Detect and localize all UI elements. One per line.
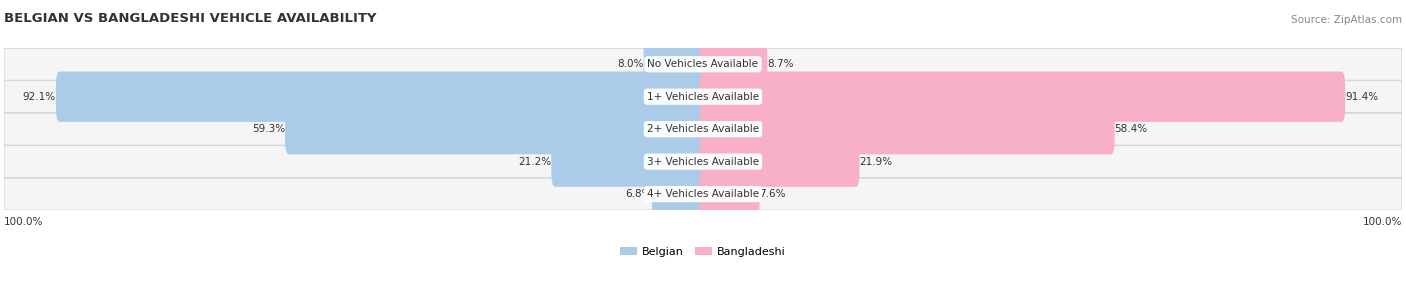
Text: 8.7%: 8.7% [768,59,794,69]
FancyBboxPatch shape [285,104,706,154]
FancyBboxPatch shape [700,104,1115,154]
Text: 6.8%: 6.8% [626,189,652,199]
FancyBboxPatch shape [4,113,1402,145]
FancyBboxPatch shape [700,72,1346,122]
Legend: Belgian, Bangladeshi: Belgian, Bangladeshi [616,243,790,262]
Text: No Vehicles Available: No Vehicles Available [648,59,758,69]
Text: 21.9%: 21.9% [859,157,893,167]
Text: 92.1%: 92.1% [22,92,56,102]
FancyBboxPatch shape [551,136,706,187]
Text: 4+ Vehicles Available: 4+ Vehicles Available [647,189,759,199]
Text: 91.4%: 91.4% [1346,92,1378,102]
FancyBboxPatch shape [4,146,1402,178]
Text: 21.2%: 21.2% [519,157,551,167]
Text: Source: ZipAtlas.com: Source: ZipAtlas.com [1291,15,1402,25]
Text: 2+ Vehicles Available: 2+ Vehicles Available [647,124,759,134]
Text: 100.0%: 100.0% [1362,217,1402,227]
Text: 8.0%: 8.0% [617,59,644,69]
FancyBboxPatch shape [644,39,706,90]
FancyBboxPatch shape [4,81,1402,113]
Text: 7.6%: 7.6% [759,189,786,199]
FancyBboxPatch shape [700,169,759,219]
Text: 59.3%: 59.3% [252,124,285,134]
FancyBboxPatch shape [56,72,706,122]
FancyBboxPatch shape [700,136,859,187]
Text: 58.4%: 58.4% [1115,124,1147,134]
FancyBboxPatch shape [700,39,768,90]
FancyBboxPatch shape [652,169,706,219]
Text: 1+ Vehicles Available: 1+ Vehicles Available [647,92,759,102]
Text: 3+ Vehicles Available: 3+ Vehicles Available [647,157,759,167]
Text: 100.0%: 100.0% [4,217,44,227]
FancyBboxPatch shape [4,178,1402,210]
Text: BELGIAN VS BANGLADESHI VEHICLE AVAILABILITY: BELGIAN VS BANGLADESHI VEHICLE AVAILABIL… [4,12,377,25]
FancyBboxPatch shape [4,48,1402,80]
